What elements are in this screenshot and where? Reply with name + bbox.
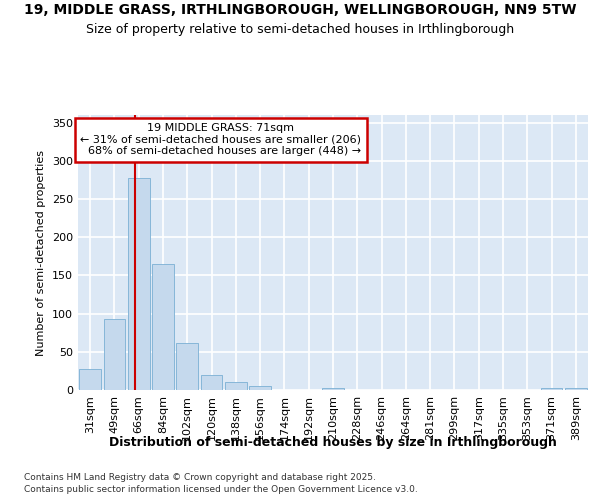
Bar bbox=[225, 382, 247, 390]
Text: Contains HM Land Registry data © Crown copyright and database right 2025.: Contains HM Land Registry data © Crown c… bbox=[24, 472, 376, 482]
Bar bbox=[565, 388, 587, 390]
Bar bbox=[541, 388, 562, 390]
Y-axis label: Number of semi-detached properties: Number of semi-detached properties bbox=[37, 150, 46, 356]
Text: Distribution of semi-detached houses by size in Irthlingborough: Distribution of semi-detached houses by … bbox=[109, 436, 557, 449]
Bar bbox=[128, 178, 149, 390]
Bar bbox=[104, 319, 125, 390]
Bar bbox=[176, 344, 198, 390]
Bar bbox=[200, 374, 223, 390]
Bar bbox=[152, 264, 174, 390]
Bar bbox=[79, 368, 101, 390]
Text: Contains public sector information licensed under the Open Government Licence v3: Contains public sector information licen… bbox=[24, 485, 418, 494]
Bar bbox=[249, 386, 271, 390]
Text: 19, MIDDLE GRASS, IRTHLINGBOROUGH, WELLINGBOROUGH, NN9 5TW: 19, MIDDLE GRASS, IRTHLINGBOROUGH, WELLI… bbox=[24, 2, 576, 16]
Text: Size of property relative to semi-detached houses in Irthlingborough: Size of property relative to semi-detach… bbox=[86, 22, 514, 36]
Bar bbox=[322, 388, 344, 390]
Text: 19 MIDDLE GRASS: 71sqm  
← 31% of semi-detached houses are smaller (206)
  68% o: 19 MIDDLE GRASS: 71sqm ← 31% of semi-det… bbox=[80, 123, 361, 156]
